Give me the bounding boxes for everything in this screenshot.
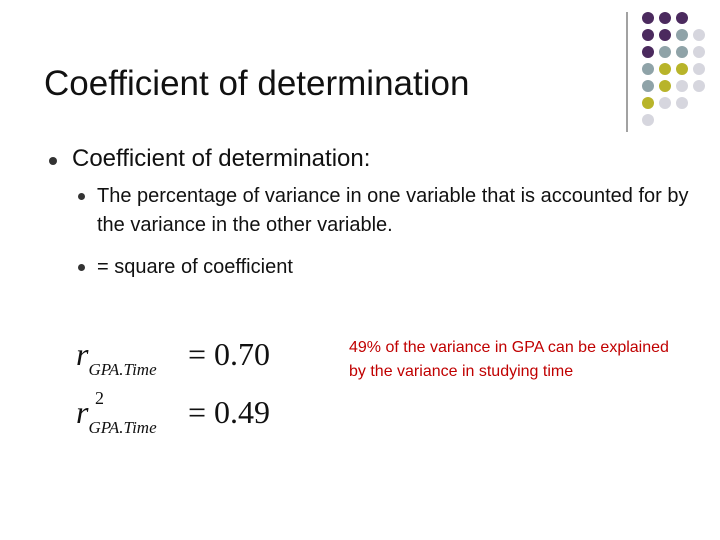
relation: = 0.70 (188, 336, 271, 372)
sub-bullet: The percentage of variance in one variab… (97, 185, 689, 236)
bullet-dot (78, 193, 85, 200)
sub-bullet: = square of coefficient (97, 256, 293, 278)
relation: = 0.49 (188, 394, 271, 430)
annotation: 49% of the variance in GPA can be explai… (349, 339, 669, 380)
superscript: 2 (95, 388, 104, 408)
bullet-dot (78, 264, 85, 271)
equation: r 2 GPA.Time = 0.49 (76, 388, 270, 437)
symbol: r (76, 394, 89, 430)
title: Coefficient of determination (44, 64, 470, 103)
subscript: GPA.Time (88, 418, 157, 437)
bullet-dot (49, 157, 57, 165)
bullet: Coefficient of determination: (72, 145, 371, 172)
symbol: r (76, 336, 89, 372)
subscript: GPA.Time (88, 360, 157, 379)
decoration (626, 12, 705, 132)
equation: rGPA.Time = 0.70 (76, 336, 270, 379)
